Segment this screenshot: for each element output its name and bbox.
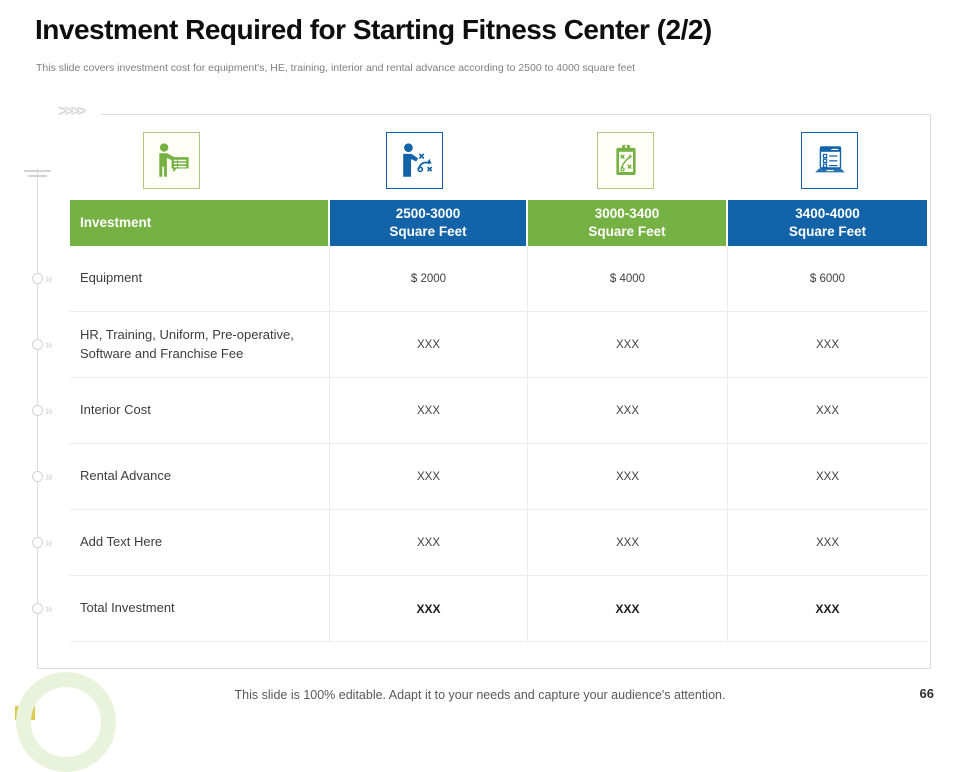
value-cell: XXX bbox=[330, 378, 528, 444]
table-row: Equipment $ 2000 $ 4000 $ 6000 bbox=[70, 246, 927, 312]
header-label: 3000-3400 bbox=[594, 206, 660, 222]
value-cell: XXX bbox=[528, 444, 728, 510]
value-cell: $ 6000 bbox=[728, 246, 927, 312]
value-cell: XXX bbox=[728, 444, 927, 510]
table-row: Total Investment XXX XXX XXX bbox=[70, 576, 927, 642]
value-cell: XXX bbox=[528, 510, 728, 576]
table-row: Interior Cost XXX XXX XXX bbox=[70, 378, 927, 444]
row-label-cell: HR, Training, Uniform, Pre-operative, So… bbox=[70, 312, 330, 378]
icon-box-2500-3000 bbox=[386, 132, 443, 189]
header-label: 2500-3000 bbox=[395, 206, 461, 222]
table-header-row: Investment 2500-3000 Square Feet 3000-3400 S… bbox=[70, 200, 927, 246]
header-label: Investment bbox=[80, 215, 152, 231]
green-ring-decoration bbox=[16, 672, 116, 772]
rail-marker-circle bbox=[32, 603, 43, 614]
icon-box-investment bbox=[143, 132, 200, 189]
value-cell: XXX bbox=[330, 576, 528, 642]
footer-note: This slide is 100% editable. Adapt it to… bbox=[234, 688, 726, 702]
frame-line-top bbox=[101, 114, 930, 115]
row-label-cell: Total Investment bbox=[70, 576, 330, 642]
rail-cap-line bbox=[28, 175, 47, 177]
rail-marker-chevron-icon: » bbox=[45, 600, 53, 616]
rail-marker-circle bbox=[32, 273, 43, 284]
table-header-cell: 2500-3000 Square Feet bbox=[330, 200, 528, 246]
header-label-line2: Square Feet bbox=[389, 224, 467, 239]
investment-table: Investment 2500-3000 Square Feet 3000-3400 S… bbox=[70, 200, 927, 642]
frame-line-right bbox=[930, 114, 931, 668]
slide-root: Investment Required for Starting Fitness… bbox=[15, 14, 934, 772]
rail-cap-line bbox=[24, 170, 51, 172]
rail-marker-chevron-icon: » bbox=[45, 468, 53, 484]
value-cell: XXX bbox=[330, 510, 528, 576]
table-header-cell: 3000-3400 Square Feet bbox=[528, 200, 728, 246]
value-cell: XXX bbox=[528, 312, 728, 378]
frame-line-bottom bbox=[37, 668, 931, 669]
table-row: HR, Training, Uniform, Pre-operative, So… bbox=[70, 312, 927, 378]
rail-marker-chevron-icon: » bbox=[45, 534, 53, 550]
rail-marker-circle bbox=[32, 471, 43, 482]
value-cell: XXX bbox=[330, 444, 528, 510]
chevron-decoration: >>>> bbox=[58, 103, 86, 120]
rail-marker-chevron-icon: » bbox=[45, 336, 53, 352]
value-cell: XXX bbox=[528, 576, 728, 642]
page-title: Investment Required for Starting Fitness… bbox=[35, 14, 712, 45]
table-body: Equipment $ 2000 $ 4000 $ 6000 HR, Training,… bbox=[70, 246, 927, 642]
row-label-cell: Interior Cost bbox=[70, 378, 330, 444]
value-cell: $ 2000 bbox=[330, 246, 528, 312]
row-label-cell: Equipment bbox=[70, 246, 330, 312]
laptop-checklist-icon bbox=[814, 145, 845, 172]
value-cell: XXX bbox=[728, 510, 927, 576]
header-label-line2: Square Feet bbox=[588, 224, 666, 239]
page-subtitle: This slide covers investment cost for eq… bbox=[36, 62, 636, 74]
value-cell: $ 4000 bbox=[528, 246, 728, 312]
person-checklist-icon bbox=[158, 142, 189, 177]
value-cell: XXX bbox=[528, 378, 728, 444]
table-row: Add Text Here XXX XXX XXX bbox=[70, 510, 927, 576]
table-header-cell: 3400-4000 Square Feet bbox=[728, 200, 927, 246]
icon-box-3000-3400 bbox=[597, 132, 654, 189]
value-cell: XXX bbox=[330, 312, 528, 378]
page-number: 66 bbox=[919, 686, 934, 701]
row-label-cell: Add Text Here bbox=[70, 510, 330, 576]
icon-box-3400-4000 bbox=[801, 132, 858, 189]
rail-marker-circle bbox=[32, 537, 43, 548]
header-label-line2: Square Feet bbox=[788, 224, 867, 239]
left-rail-line bbox=[37, 169, 38, 668]
clipboard-strategy-icon bbox=[615, 144, 636, 175]
row-label-cell: Rental Advance bbox=[70, 444, 330, 510]
rail-marker-circle bbox=[32, 339, 43, 350]
rail-marker-circle bbox=[32, 405, 43, 416]
value-cell: XXX bbox=[728, 312, 927, 378]
header-label: 3400-4000 bbox=[795, 206, 860, 222]
rail-marker-chevron-icon: » bbox=[45, 270, 53, 286]
value-cell: XXX bbox=[728, 576, 927, 642]
table-header-cell: Investment bbox=[70, 200, 330, 246]
value-cell: XXX bbox=[728, 378, 927, 444]
rail-marker-chevron-icon: » bbox=[45, 402, 53, 418]
table-row: Rental Advance XXX XXX XXX bbox=[70, 444, 927, 510]
person-strategy-icon bbox=[402, 142, 432, 177]
